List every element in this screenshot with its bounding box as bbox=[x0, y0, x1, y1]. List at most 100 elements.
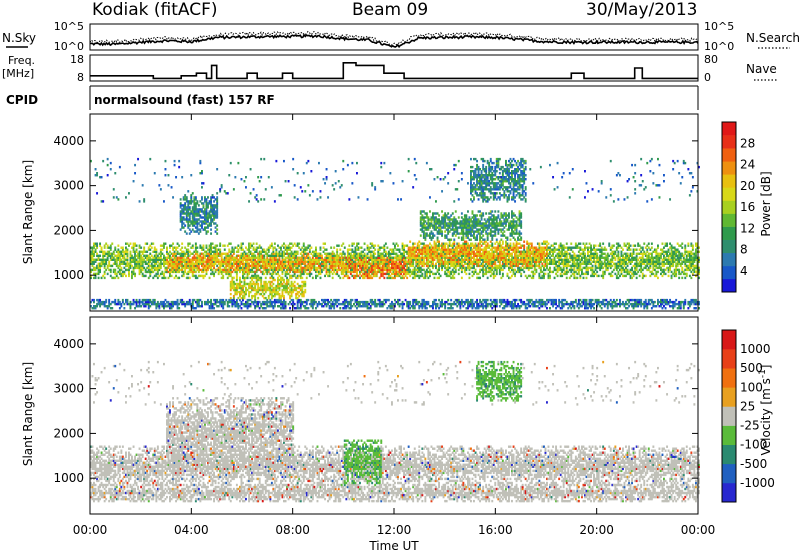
heatmap-cell bbox=[412, 268, 415, 272]
heatmap-cell bbox=[272, 262, 275, 266]
noise-top-tick-right: 10^5 bbox=[704, 20, 734, 33]
heatmap-cell bbox=[468, 268, 471, 272]
heatmap-cell bbox=[459, 266, 462, 270]
heatmap-cell bbox=[444, 256, 447, 260]
heatmap-cell bbox=[451, 274, 454, 278]
heatmap-cell bbox=[193, 256, 196, 260]
heatmap-cell bbox=[219, 252, 222, 256]
heatmap-cell bbox=[409, 252, 412, 256]
heatmap-cell bbox=[277, 270, 279, 274]
heatmap-cell bbox=[270, 242, 273, 245]
heatmap-cell bbox=[307, 256, 310, 260]
heatmap-cell bbox=[102, 159, 105, 163]
heatmap-cell bbox=[134, 300, 137, 304]
heatmap-cell bbox=[460, 268, 463, 272]
heatmap-cell bbox=[438, 276, 441, 280]
heatmap-cell bbox=[201, 246, 203, 249]
heatmap-cell bbox=[433, 272, 436, 276]
heatmap-cell bbox=[391, 252, 393, 256]
heatmap-cell bbox=[368, 272, 371, 276]
heatmap-cell bbox=[246, 248, 249, 251]
heatmap-cell bbox=[170, 258, 173, 262]
heatmap-cell bbox=[322, 178, 325, 181]
heatmap-cell bbox=[260, 157, 263, 161]
heatmap-cell bbox=[454, 302, 457, 306]
heatmap-cell bbox=[299, 298, 302, 302]
heatmap-cell bbox=[199, 268, 202, 272]
heatmap-cell bbox=[374, 248, 377, 251]
heatmap-cell bbox=[299, 252, 302, 256]
heatmap-cell bbox=[106, 307, 109, 310]
heatmap-cell bbox=[255, 268, 258, 272]
heatmap-cell bbox=[201, 198, 203, 201]
heatmap-cell bbox=[410, 252, 413, 256]
heatmap-cell bbox=[213, 200, 216, 203]
heatmap-cell bbox=[477, 232, 480, 235]
heatmap-cell bbox=[340, 258, 343, 262]
heatmap-cell bbox=[197, 270, 200, 274]
heatmap-cell bbox=[444, 305, 447, 308]
heatmap-cell bbox=[152, 250, 155, 254]
heatmap-cell bbox=[380, 180, 383, 183]
heatmap-cell bbox=[453, 276, 456, 280]
heatmap-cell bbox=[348, 276, 351, 280]
heatmap-cell bbox=[391, 302, 393, 306]
heatmap-cell bbox=[286, 268, 289, 272]
heatmap-cell bbox=[111, 254, 114, 258]
heatmap-cell bbox=[153, 172, 156, 175]
heatmap-cell bbox=[254, 296, 257, 300]
heatmap-cell bbox=[220, 260, 223, 264]
heatmap-cell bbox=[299, 268, 302, 272]
heatmap-cell bbox=[216, 200, 219, 203]
heatmap-cell bbox=[210, 272, 213, 276]
heatmap-cell bbox=[374, 252, 377, 256]
heatmap-cell bbox=[354, 250, 357, 254]
heatmap-cell bbox=[267, 258, 270, 262]
heatmap-cell bbox=[479, 270, 482, 274]
heatmap-cell bbox=[305, 264, 308, 268]
heatmap-cell bbox=[403, 258, 406, 262]
heatmap-cell bbox=[93, 276, 95, 280]
heatmap-cell bbox=[120, 252, 123, 256]
heatmap-cell bbox=[245, 288, 247, 292]
heatmap-cell bbox=[263, 286, 266, 290]
heatmap-cell bbox=[193, 198, 196, 201]
heatmap-cell bbox=[258, 250, 261, 254]
heatmap-cell bbox=[465, 254, 468, 258]
heatmap-cell bbox=[167, 270, 170, 274]
heatmap-cell bbox=[187, 200, 190, 203]
heatmap-cell bbox=[463, 300, 466, 304]
heatmap-cell bbox=[283, 258, 285, 262]
heatmap-cell bbox=[470, 184, 472, 187]
heatmap-cell bbox=[235, 288, 238, 292]
heatmap-cell bbox=[339, 258, 342, 262]
heatmap-cell bbox=[389, 266, 392, 270]
heatmap-cell bbox=[208, 252, 211, 256]
heatmap-cell bbox=[135, 298, 138, 302]
heatmap-cell bbox=[456, 222, 459, 225]
heatmap-cell bbox=[375, 256, 378, 260]
heatmap-cell bbox=[263, 292, 266, 296]
heatmap-cell bbox=[468, 230, 471, 233]
heatmap-cell bbox=[112, 268, 115, 272]
heatmap-cell bbox=[453, 256, 456, 260]
heatmap-cell bbox=[115, 262, 118, 266]
heatmap-cell bbox=[331, 252, 334, 256]
heatmap-cell bbox=[284, 284, 287, 288]
heatmap-cell bbox=[438, 242, 441, 245]
heatmap-cell bbox=[383, 250, 386, 254]
heatmap-cell bbox=[293, 264, 296, 268]
heatmap-cell bbox=[249, 290, 252, 294]
heatmap-cell bbox=[184, 266, 187, 270]
heatmap-cell bbox=[377, 262, 380, 266]
heatmap-cell bbox=[242, 296, 244, 300]
heatmap-cell bbox=[149, 300, 152, 304]
heatmap-cell bbox=[404, 256, 407, 260]
heatmap-cell bbox=[296, 276, 299, 280]
heatmap-cell bbox=[90, 258, 92, 262]
heatmap-cell bbox=[433, 302, 436, 306]
heatmap-cell bbox=[254, 266, 257, 270]
heatmap-cell bbox=[479, 268, 482, 272]
heatmap-cell bbox=[91, 252, 94, 256]
heatmap-cell bbox=[187, 302, 190, 306]
